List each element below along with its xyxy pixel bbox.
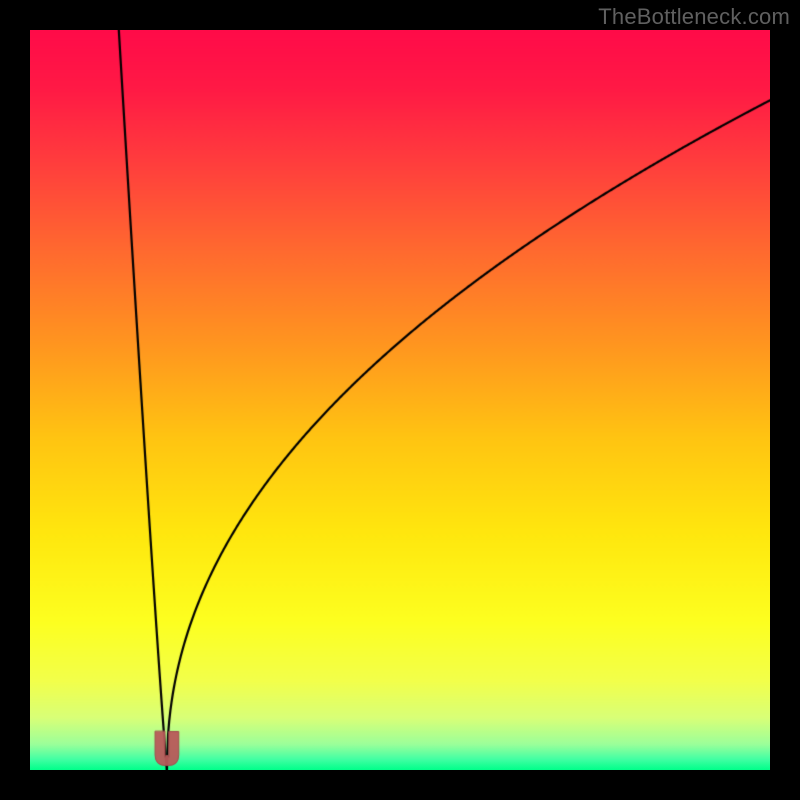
stage: TheBottleneck.com <box>0 0 800 800</box>
gradient-curve-chart <box>30 30 770 770</box>
chart-holder <box>30 30 770 770</box>
watermark-text: TheBottleneck.com <box>598 4 790 30</box>
